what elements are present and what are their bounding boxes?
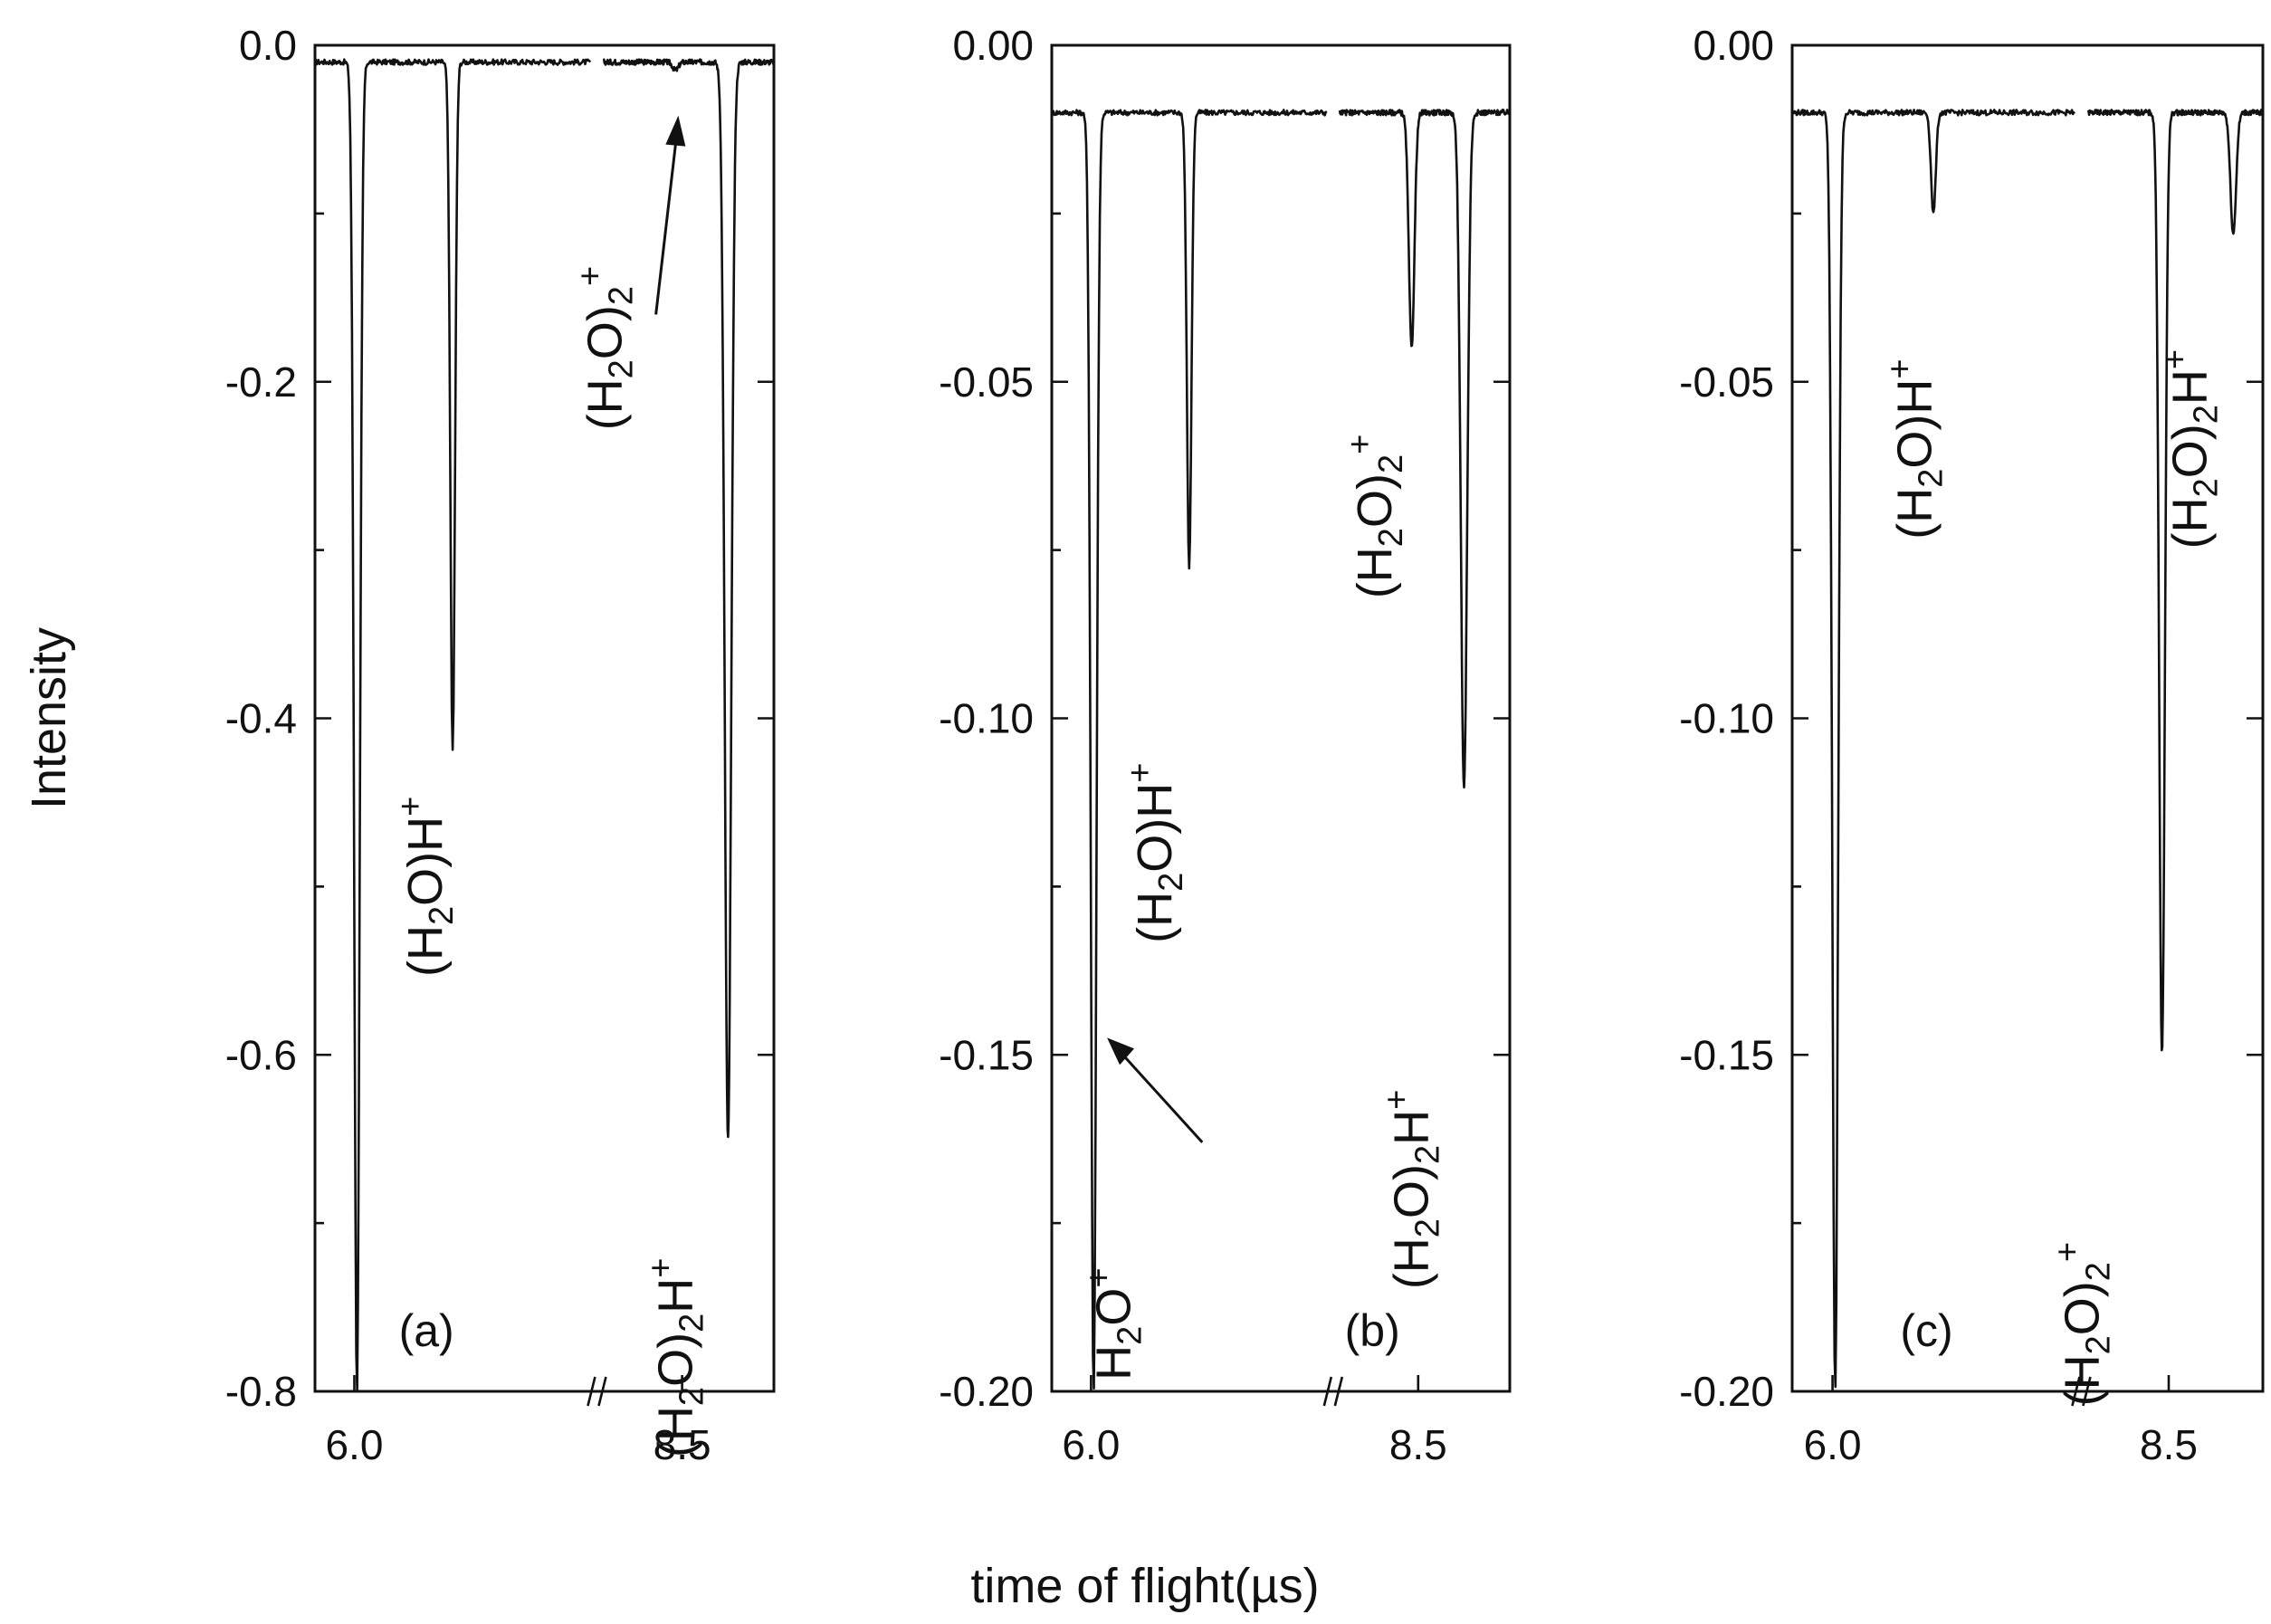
spectrum-trace <box>2086 109 2265 1052</box>
peak-annotation-dimer_plus: (H2O)2+ <box>571 266 640 430</box>
x-tick-label: 8.5 <box>654 1421 711 1468</box>
panel-label: (c) <box>1900 1305 1952 1356</box>
peak-annotation-dimer_h: (H2O)2H+ <box>642 1258 711 1457</box>
panel-label: (b) <box>1345 1305 1400 1356</box>
y-axis-title: Intensity <box>22 627 76 809</box>
y-tick-label: -0.10 <box>939 695 1034 742</box>
axis-break-mark <box>2071 1376 2081 1407</box>
y-tick-label: -0.05 <box>939 358 1034 406</box>
plot-frame <box>1790 43 2265 1393</box>
peak-annotation-h2oh: (H2O)H+ <box>1121 763 1190 943</box>
peak-annotation-h2oh: (H2O)H+ <box>1881 358 1950 539</box>
spectrum-trace <box>1790 109 2075 1389</box>
y-tick-label: -0.8 <box>225 1368 297 1415</box>
axis-break-mark <box>2082 1376 2092 1407</box>
spectrum-trace <box>1050 109 1328 1390</box>
y-tick-label: 0.00 <box>952 22 1034 69</box>
x-tick-label: 8.5 <box>1389 1421 1447 1468</box>
peak-annotation-h2oh: (H2O)H+ <box>392 797 461 977</box>
panel-b: 0.00 -0.05 -0.10 -0.15 -0.20 6.0 8.5 (b) H2O+ (H2… <box>939 22 1512 1468</box>
y-tick-label: -0.20 <box>939 1368 1034 1415</box>
y-tick-label: -0.10 <box>1679 695 1774 742</box>
annotation-arrow <box>1109 1040 1204 1143</box>
spectrum-trace <box>314 58 592 1391</box>
x-tick-label: 6.0 <box>325 1421 383 1468</box>
panel-c: 0.00 -0.05 -0.10 -0.15 -0.20 6.0 8.5 (c) (H2O)H+… <box>1679 22 2265 1468</box>
panel-label: (a) <box>399 1305 454 1356</box>
y-tick-label: 0.0 <box>239 22 297 69</box>
peak-annotation-dimer_plus: (H2O)2+ <box>1341 435 1410 598</box>
x-tick-label: 8.5 <box>2140 1421 2198 1468</box>
y-tick-label: -0.2 <box>225 358 297 406</box>
spectrum-trace <box>602 58 776 1139</box>
peak-annotation-h2o_plus: H2O+ <box>1081 1267 1150 1380</box>
y-tick-label: -0.4 <box>225 695 297 742</box>
peak-annotation-dimer_plus: (H2O)2+ <box>2049 1242 2118 1406</box>
y-tick-label: -0.15 <box>1679 1031 1774 1078</box>
axis-break-mark <box>1333 1376 1344 1407</box>
y-tick-label: -0.20 <box>1679 1368 1774 1415</box>
annotation-arrowhead <box>665 115 686 147</box>
spectrum-trace <box>1338 109 1512 789</box>
annotation-arrowhead <box>1107 1037 1135 1065</box>
panel-a: 0.0 -0.2 -0.4 -0.6 -0.8 6.0 8.5 Intensity (a) (H2… <box>22 22 776 1468</box>
x-axis-title: time of flight(µs) <box>970 1559 1319 1613</box>
annotation-arrow <box>654 120 680 315</box>
plot-frame <box>313 43 776 1393</box>
peak-annotation-dimer_h: (H2O)2H+ <box>1378 1090 1446 1289</box>
axis-break-mark <box>587 1376 596 1407</box>
x-tick-label: 6.0 <box>1062 1421 1120 1468</box>
axis-break-mark <box>597 1376 607 1407</box>
y-tick-label: -0.05 <box>1679 358 1774 406</box>
y-tick-label: 0.00 <box>1693 22 1774 69</box>
x-tick-label: 6.0 <box>1804 1421 1862 1468</box>
plot-frame <box>1050 43 1512 1393</box>
axis-break-mark <box>1322 1376 1333 1407</box>
y-tick-label: -0.15 <box>939 1031 1034 1078</box>
peak-annotation-dimer_h: (H2O)2H+ <box>2157 349 2226 549</box>
y-tick-label: -0.6 <box>225 1031 297 1078</box>
